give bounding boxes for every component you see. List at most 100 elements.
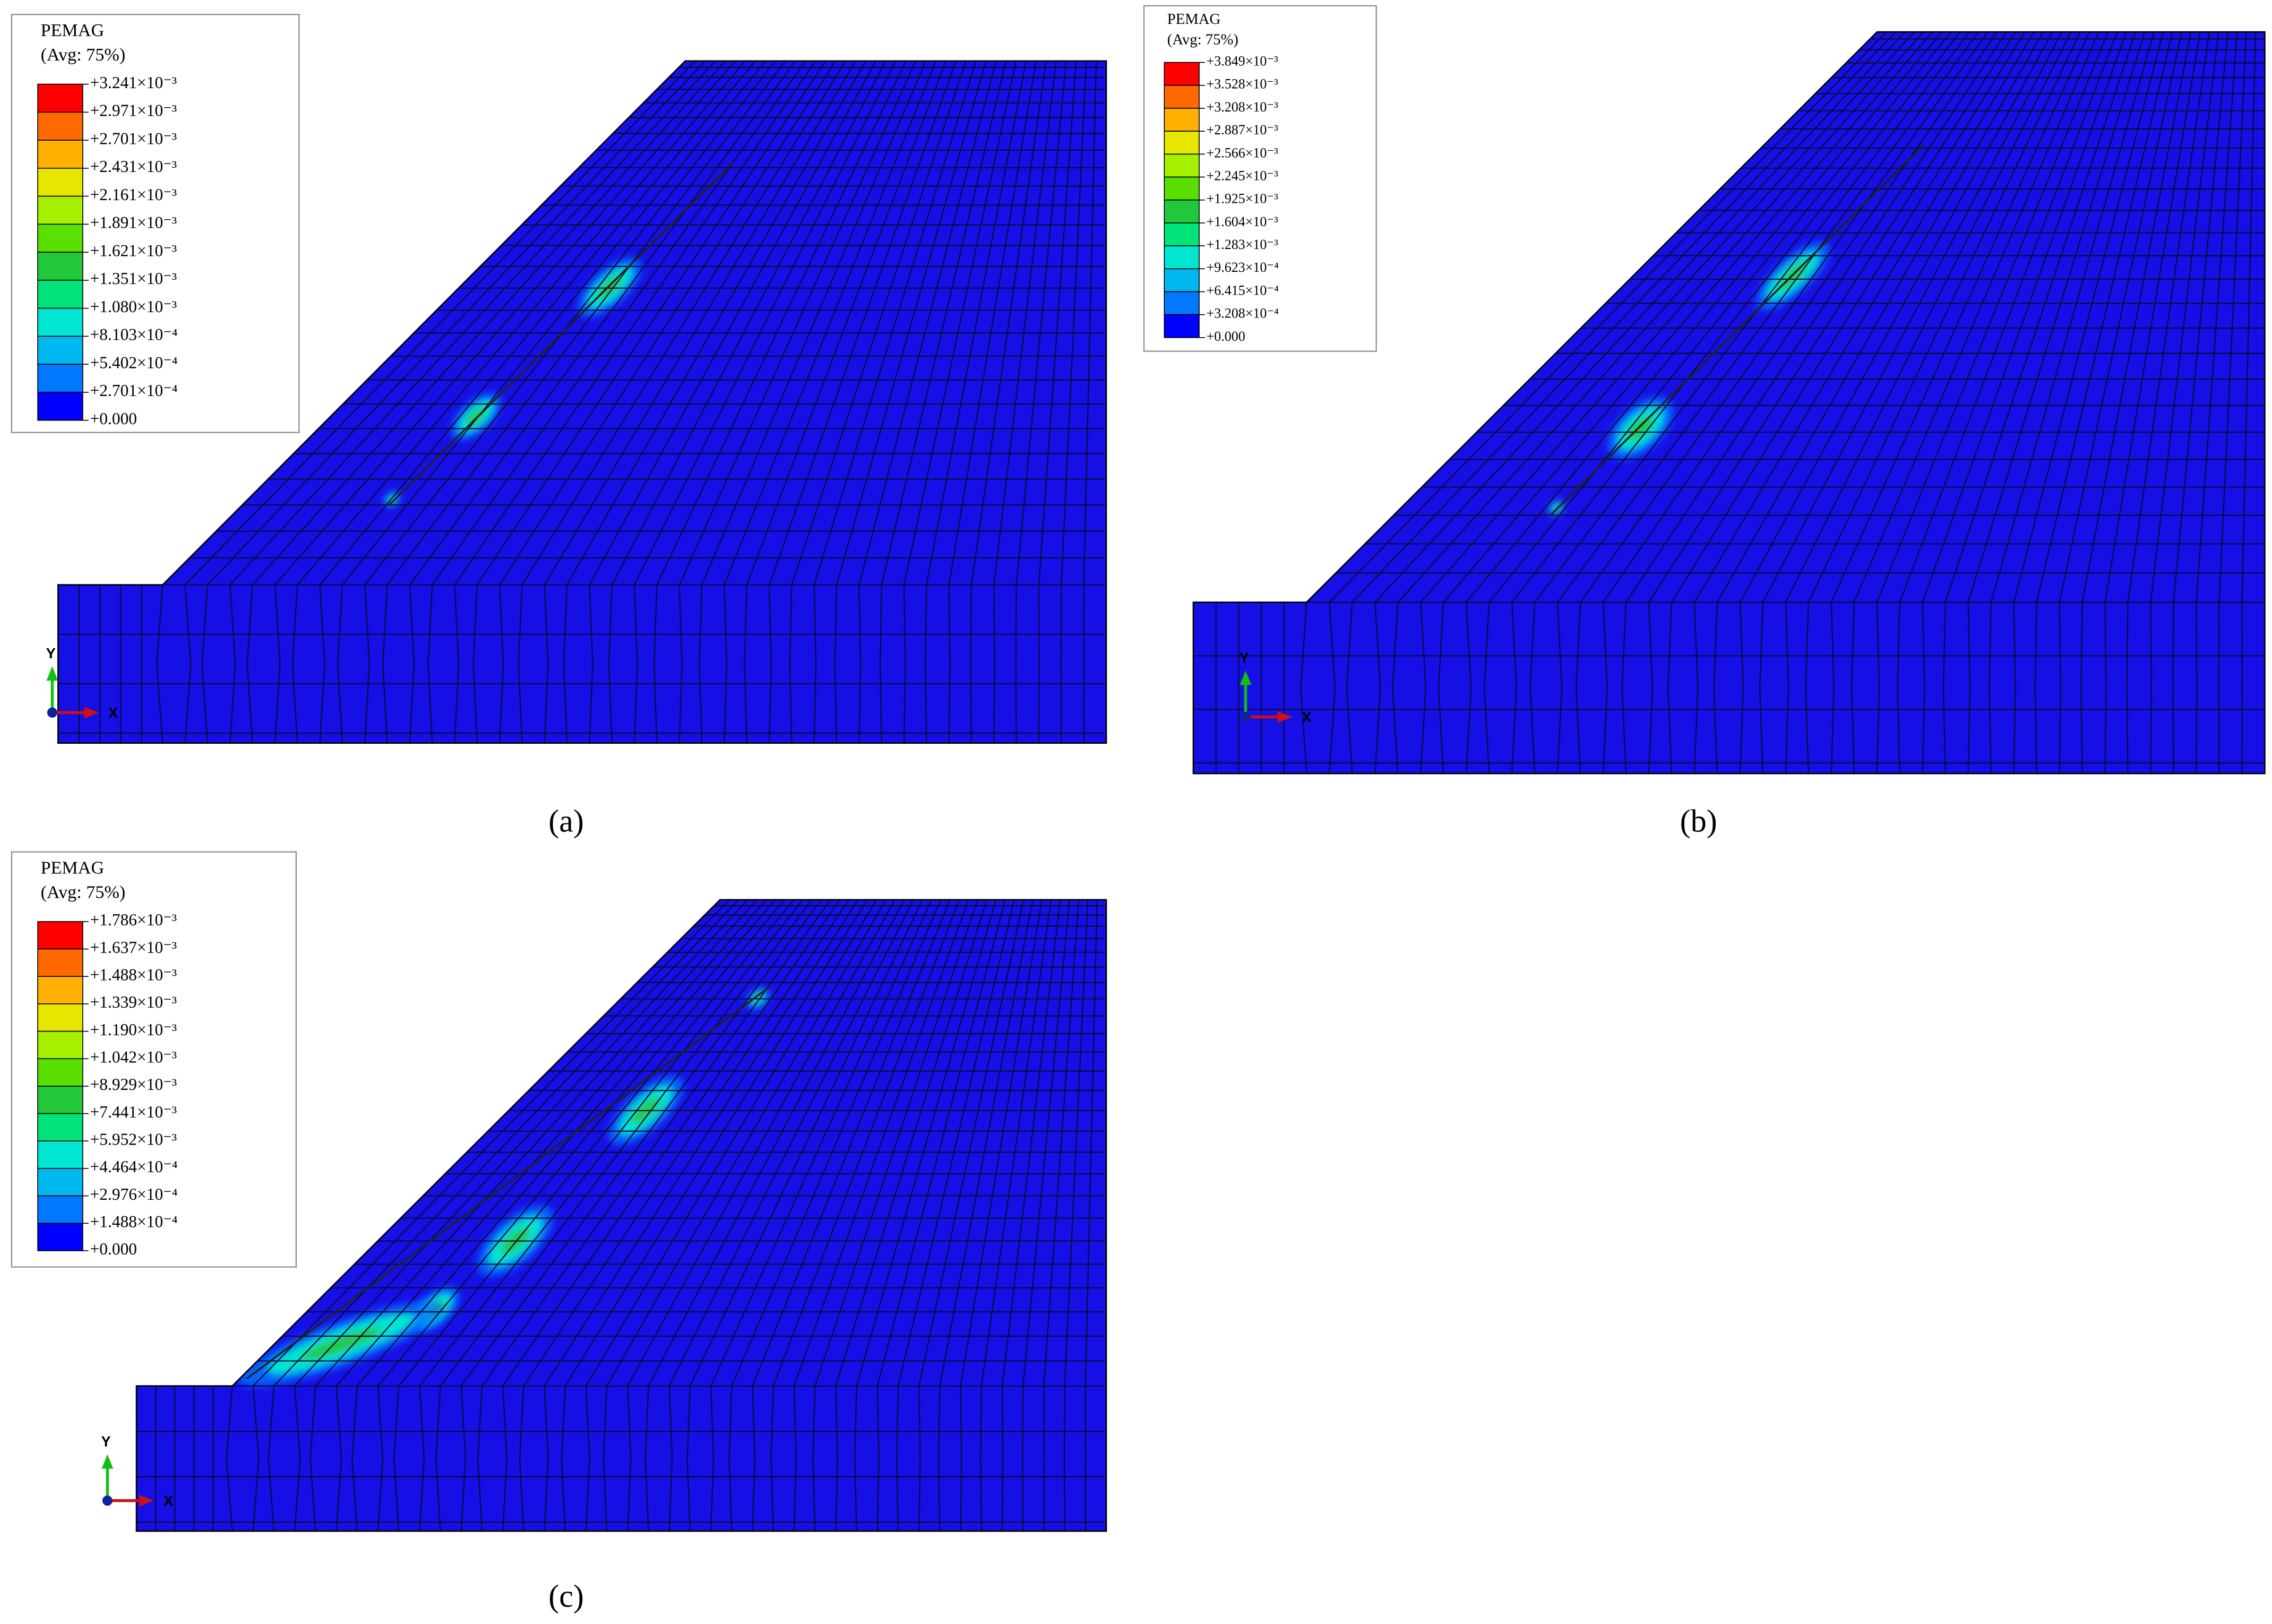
slip-line <box>388 161 734 506</box>
mesh-line <box>1329 32 1887 603</box>
mesh-line <box>769 61 957 586</box>
mesh-line <box>1015 61 1067 585</box>
mesh-line <box>678 61 917 586</box>
mesh-line <box>2218 32 2247 603</box>
mesh-line <box>2080 602 2083 774</box>
mesh-line <box>481 899 831 1387</box>
mesh-line <box>1621 602 1627 774</box>
mesh-line <box>1346 602 1353 774</box>
mesh-line <box>1001 1386 1004 1532</box>
mesh-line <box>229 585 236 743</box>
mesh-line <box>291 585 298 743</box>
legend-label: +1.080×10⁻³ <box>90 297 177 316</box>
legend-swatch <box>37 1086 83 1114</box>
legend-swatch <box>1164 268 1200 293</box>
mesh-line <box>386 61 786 586</box>
mesh-line <box>561 1386 566 1532</box>
mesh-line <box>566 61 866 586</box>
mesh-line <box>319 585 325 743</box>
mesh-line <box>585 1386 590 1532</box>
legend-label: +2.701×10⁻³ <box>90 129 177 148</box>
mesh-line <box>435 1386 441 1532</box>
mesh-line <box>744 585 747 743</box>
mesh-line <box>409 61 796 586</box>
mesh-line <box>499 61 837 586</box>
legend-label: +2.566×10⁻³ <box>1207 145 1278 160</box>
mesh-line <box>544 899 859 1387</box>
mesh-line <box>356 899 776 1387</box>
legend-label: +4.464×10⁻⁴ <box>90 1157 178 1176</box>
mesh-line <box>1967 602 1971 774</box>
panel: Y X PEMAG (Avg: 75%) +3.849×10⁻³ +3.528×10⁻³ +… <box>1143 5 2266 839</box>
mesh-line <box>926 61 1027 585</box>
mesh-line <box>1397 32 1915 603</box>
legend-label: +0.000 <box>90 409 137 428</box>
mesh-line <box>608 585 613 743</box>
mesh-line <box>1693 602 1699 774</box>
mesh-line <box>1967 32 2146 603</box>
mesh-line <box>668 1386 673 1532</box>
triad-label: Y <box>1240 649 1249 666</box>
legend-label: +2.245×10⁻³ <box>1207 168 1278 183</box>
mesh-line <box>472 585 478 743</box>
legend-label: +1.925×10⁻³ <box>1207 191 1278 207</box>
mesh-line <box>793 1386 797 1532</box>
mesh-line <box>768 585 772 743</box>
mesh-line <box>1556 602 1563 774</box>
mesh-line <box>834 585 838 743</box>
mesh-line <box>499 585 504 743</box>
legend-label: +1.604×10⁻³ <box>1207 214 1278 229</box>
mesh-line <box>903 61 1017 585</box>
triad-x-head <box>139 1494 154 1507</box>
mesh-line <box>1853 32 2099 603</box>
mesh-line <box>793 899 969 1387</box>
mesh-line <box>1830 602 1835 774</box>
mesh-line <box>1420 602 1426 774</box>
legend-swatch <box>37 280 83 309</box>
mesh-line <box>156 585 163 743</box>
mesh-line <box>309 1386 316 1532</box>
mesh-line <box>1580 32 1989 603</box>
mesh-line <box>294 899 748 1387</box>
mesh-outline <box>1192 31 2266 775</box>
mesh-line <box>881 61 1007 585</box>
legend-label: +9.623×10⁻⁴ <box>1207 260 1279 275</box>
legend-label: +1.488×10⁻³ <box>90 965 177 984</box>
legend-label: +3.528×10⁻³ <box>1207 76 1278 92</box>
mesh-line <box>1022 1386 1024 1532</box>
mesh-line <box>606 899 887 1387</box>
mesh-line <box>1511 602 1517 774</box>
mesh-line <box>724 585 727 743</box>
mesh-line <box>1805 602 1809 774</box>
mesh-line <box>364 585 370 743</box>
mesh-line <box>731 899 942 1387</box>
mesh-line <box>2059 602 2061 774</box>
mesh-line <box>938 1386 941 1532</box>
legend-label: +1.190×10⁻³ <box>90 1020 177 1039</box>
triad-origin <box>1240 711 1251 723</box>
legend-label: +2.431×10⁻³ <box>90 157 177 176</box>
mesh-line <box>1484 602 1490 774</box>
mesh-line <box>2104 32 2201 603</box>
mesh-line <box>980 1386 982 1532</box>
mesh-line <box>2150 32 2219 603</box>
legend-swatch <box>37 1030 83 1060</box>
panel: Y X PEMAG (Avg: 75%) +1.786×10⁻³ +1.637×10⁻³ +… <box>11 851 1107 1614</box>
mesh-line <box>701 61 927 586</box>
mesh-line <box>252 61 726 586</box>
mesh-line <box>752 899 951 1387</box>
legend-swatch <box>37 948 83 977</box>
mesh-line <box>518 585 523 743</box>
mesh-line <box>1671 32 2026 603</box>
mesh-line <box>1830 32 2090 603</box>
mesh-line <box>879 585 882 743</box>
mesh-line <box>1899 32 2118 603</box>
mesh-line <box>319 61 756 586</box>
mesh-line <box>184 61 696 586</box>
mesh-line <box>427 585 433 743</box>
mesh-line <box>2241 32 2257 603</box>
mesh-line <box>960 1386 962 1532</box>
mesh-line <box>2196 602 2198 774</box>
mesh-line <box>2127 32 2210 603</box>
mesh-line <box>689 899 923 1387</box>
